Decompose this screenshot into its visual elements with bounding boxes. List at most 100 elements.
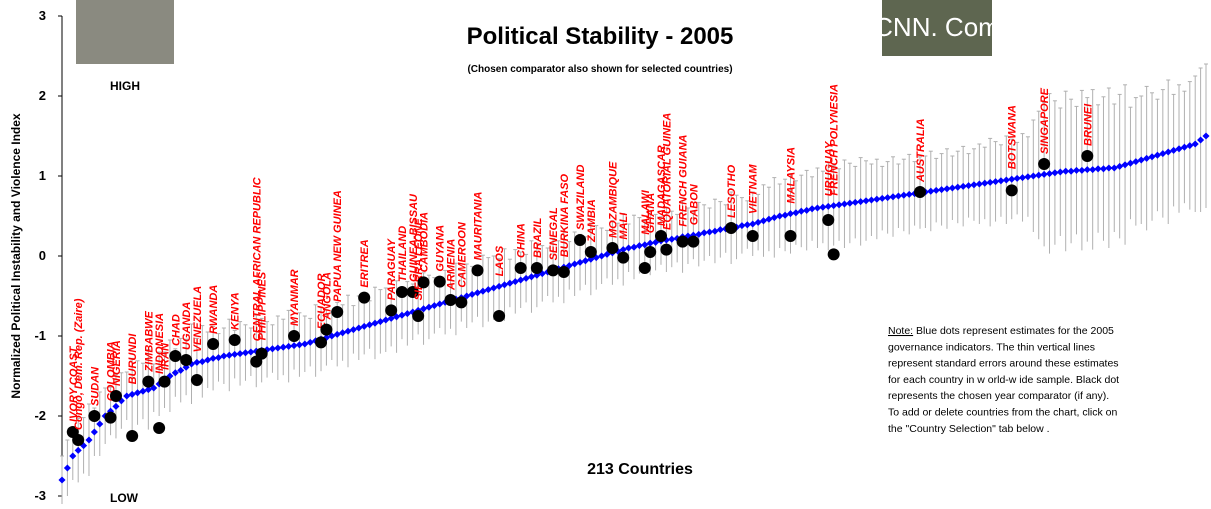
- blue-dot: [706, 228, 713, 235]
- blue-dot: [523, 275, 530, 282]
- comparator-dot: [331, 306, 343, 318]
- blue-dot: [841, 200, 848, 207]
- blue-dot: [1154, 152, 1161, 159]
- comparator-dot: [493, 310, 505, 322]
- blue-dot: [1170, 147, 1177, 154]
- blue-dot: [69, 452, 76, 459]
- blue-dot: [1159, 150, 1166, 157]
- blue-dot: [873, 196, 880, 203]
- blue-dot: [852, 199, 859, 206]
- blue-dot: [571, 260, 578, 267]
- blue-dot: [436, 300, 443, 307]
- comparator-dot: [180, 354, 192, 366]
- chart: CNN. Com Political Stability - 2005 (Cho…: [0, 0, 1211, 509]
- note-text: represents the chosen year comparator (i…: [888, 390, 1109, 402]
- comparator-dot: [315, 336, 327, 348]
- blue-dot: [803, 207, 810, 214]
- blue-dot: [1186, 142, 1193, 149]
- blue-dot: [64, 464, 71, 471]
- blue-dot: [291, 342, 298, 349]
- blue-dot: [787, 210, 794, 217]
- country-label: BOTSWANA: [1007, 105, 1019, 169]
- comparator-dot: [687, 236, 699, 248]
- blue-dot: [792, 209, 799, 216]
- blue-dot: [215, 354, 222, 361]
- blue-dot: [997, 177, 1004, 184]
- blue-dot: [1165, 148, 1172, 155]
- country-label: NIGERIA: [111, 340, 123, 386]
- blue-dot: [1014, 175, 1021, 182]
- blue-dot: [836, 201, 843, 208]
- blue-dot: [1100, 165, 1107, 172]
- comparator-dot: [169, 350, 181, 362]
- note: Note: Blue dots represent estimates for …: [888, 325, 1119, 435]
- blue-dot: [857, 198, 864, 205]
- comparator-dot: [455, 296, 467, 308]
- note-line: governance indicators. The thin vertical…: [888, 341, 1095, 353]
- y-tick-label: -2: [34, 408, 46, 423]
- blue-dot: [112, 403, 119, 410]
- blue-dot: [960, 183, 967, 190]
- comparator-dot: [822, 214, 834, 226]
- blue-dot: [226, 352, 233, 359]
- comparator-dot: [142, 376, 154, 388]
- comparator-dot: [725, 222, 737, 234]
- note-line: To add or delete countries from the char…: [888, 407, 1118, 419]
- blue-dot: [987, 179, 994, 186]
- blue-dot: [625, 244, 632, 251]
- blue-dot: [280, 344, 287, 351]
- blue-dot: [814, 204, 821, 211]
- blue-dot: [598, 252, 605, 259]
- blue-dot: [927, 188, 934, 195]
- blue-dot: [398, 312, 405, 319]
- blue-dot: [1035, 172, 1042, 179]
- blue-dot: [1197, 136, 1204, 143]
- blue-dot: [863, 197, 870, 204]
- blue-dot: [668, 236, 675, 243]
- blue-dot: [1008, 176, 1015, 183]
- comparator-dot: [1081, 150, 1093, 162]
- blue-dot: [382, 316, 389, 323]
- blue-dot: [776, 212, 783, 219]
- comparator-dot: [914, 186, 926, 198]
- comparator-dot: [606, 242, 618, 254]
- blue-dot: [501, 281, 508, 288]
- comparator-dot: [418, 276, 430, 288]
- blue-dot: [717, 226, 724, 233]
- y-tick-label: 0: [39, 248, 46, 263]
- blue-dot: [771, 214, 778, 221]
- blue-dot: [711, 228, 718, 235]
- comparator-dot: [434, 276, 446, 288]
- blue-dot: [809, 205, 816, 212]
- note-text: for each country in w orld-w ide sample.…: [888, 374, 1119, 386]
- blue-dot: [91, 428, 98, 435]
- comparator-dot: [153, 422, 165, 434]
- blue-dot: [798, 208, 805, 215]
- blue-dot: [512, 278, 519, 285]
- blue-dot: [889, 193, 896, 200]
- blue-dot: [1138, 156, 1145, 163]
- blue-dot: [237, 350, 244, 357]
- blue-dot: [765, 216, 772, 223]
- note-text: governance indicators. The thin vertical…: [888, 341, 1095, 353]
- blue-dot: [846, 200, 853, 207]
- comparator-dot: [412, 310, 424, 322]
- blue-dot: [1192, 140, 1199, 147]
- country-label: BRUNEI: [1082, 103, 1094, 146]
- country-label: GABON: [688, 183, 700, 225]
- note-text: Blue dots represent estimates for the 20…: [913, 325, 1114, 337]
- blue-dot: [431, 302, 438, 309]
- blue-dot: [269, 345, 276, 352]
- blue-dot: [830, 202, 837, 209]
- comparator-dot: [515, 262, 527, 274]
- comparator-dot: [1038, 158, 1050, 170]
- y-tick-label: 1: [39, 168, 46, 183]
- country-label: ERITREA: [359, 239, 371, 287]
- country-label: CAMBODIA: [419, 212, 431, 273]
- blue-dot: [1003, 176, 1010, 183]
- blue-dot: [1068, 168, 1075, 175]
- comparator-dot: [159, 376, 171, 388]
- blue-dot: [819, 204, 826, 211]
- comparator-dot: [1006, 184, 1018, 196]
- comparator-dot: [828, 248, 840, 260]
